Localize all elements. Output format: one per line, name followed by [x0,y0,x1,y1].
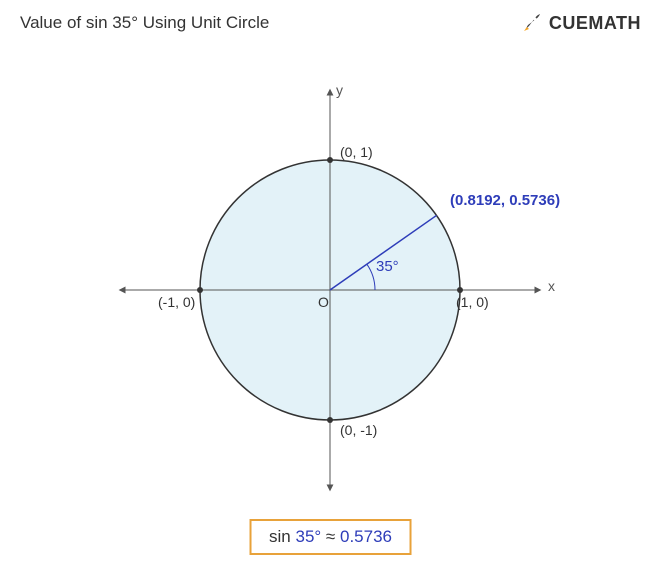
top-point-label: (0, 1) [340,144,373,160]
rocket-icon [521,12,543,34]
y-axis-label: y [336,82,343,98]
x-axis-label: x [548,278,555,294]
bottom-point-label: (0, -1) [340,422,377,438]
page-title: Value of sin 35° Using Unit Circle [20,13,269,33]
angle-label: 35° [376,258,399,275]
origin-label: O [318,294,329,310]
result-angle-text: 35° [295,527,321,546]
result-box: sin 35° ≈ 0.5736 [249,519,412,555]
result-value-text: 0.5736 [340,527,392,546]
logo-text: CUEMATH [549,13,641,34]
result-approx-text: ≈ [321,527,340,546]
right-point-label: (1, 0) [456,294,489,310]
left-point-label: (-1, 0) [158,294,195,310]
intersection-label: (0.8192, 0.5736) [450,192,560,209]
result-sin-text: sin [269,527,295,546]
logo: CUEMATH [521,12,641,34]
unit-circle-diagram: y x O (0, 1) (0, -1) (-1, 0) (1, 0) 35° … [0,60,661,510]
header: Value of sin 35° Using Unit Circle CUEMA… [0,0,661,34]
diagram-svg [0,60,661,510]
